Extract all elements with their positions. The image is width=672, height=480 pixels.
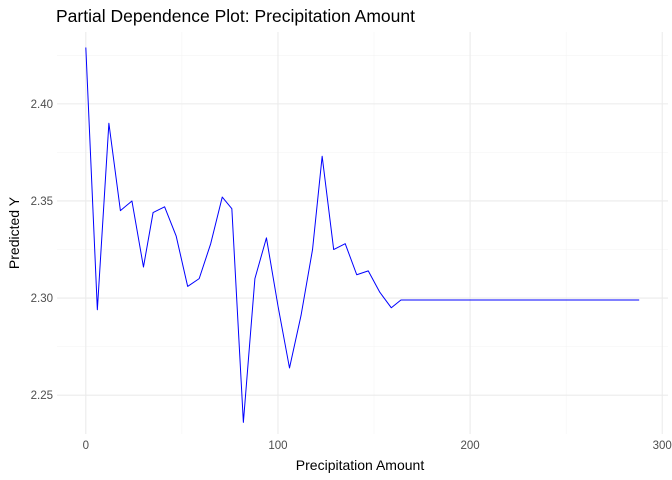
y-tick-label: 2.25: [31, 390, 53, 402]
series-layer: [85, 47, 640, 423]
x-tick-label: 100: [268, 440, 287, 452]
y-axis-title: Predicted Y: [6, 196, 22, 269]
x-tick-label: 0: [83, 440, 89, 452]
x-axis-ticks: 0 100 200 300: [83, 440, 672, 452]
y-tick-label: 2.30: [31, 293, 53, 305]
plot-panel: [57, 32, 668, 434]
series-line: [85, 47, 640, 423]
x-tick-label: 200: [461, 440, 480, 452]
y-axis-ticks: 2.25 2.30 2.35 2.40: [31, 99, 53, 402]
y-tick-label: 2.35: [31, 196, 53, 208]
x-axis-title: Precipitation Amount: [296, 457, 425, 473]
minor-gridlines: [57, 32, 668, 434]
chart-title: Partial Dependence Plot: Precipitation A…: [56, 6, 415, 26]
y-tick-label: 2.40: [31, 99, 53, 111]
x-tick-label: 300: [653, 440, 672, 452]
major-gridlines: [57, 32, 668, 434]
